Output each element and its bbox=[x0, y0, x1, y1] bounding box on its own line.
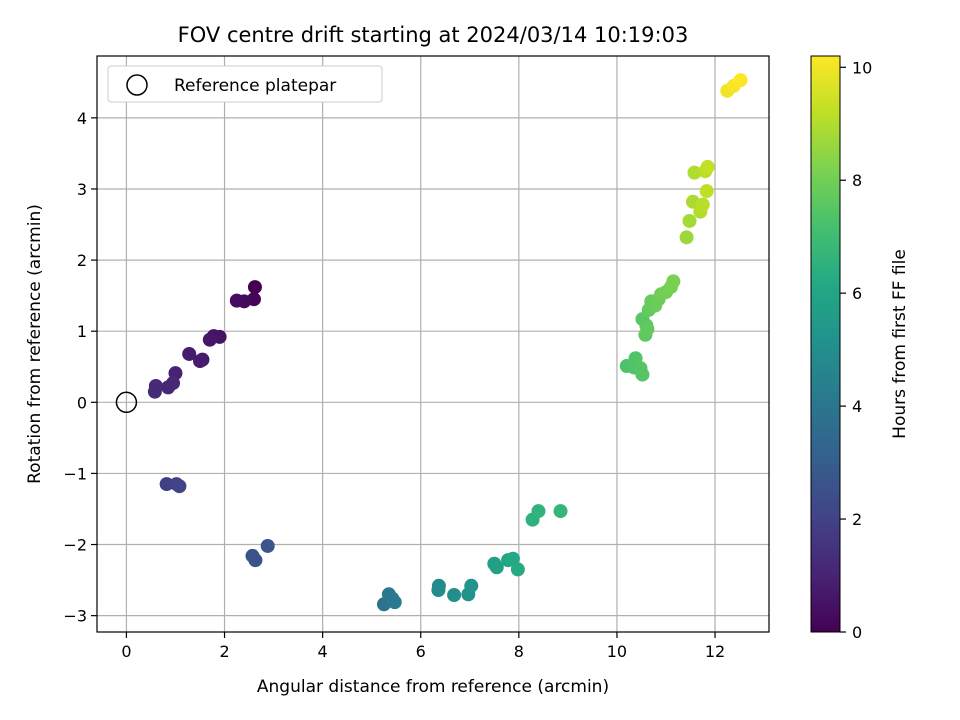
data-point bbox=[687, 165, 702, 180]
y-tick-label: 0 bbox=[77, 393, 87, 412]
x-axis-label: Angular distance from reference (arcmin) bbox=[257, 677, 609, 697]
colorbar-tick-label: 10 bbox=[852, 58, 872, 77]
data-point bbox=[695, 197, 710, 212]
data-point bbox=[431, 583, 446, 598]
y-tick-label: −3 bbox=[63, 607, 87, 626]
colorbar-label: Hours from first FF file bbox=[890, 249, 910, 439]
y-tick-label: 4 bbox=[77, 109, 87, 128]
y-tick-label: −1 bbox=[63, 464, 87, 483]
y-tick-label: 1 bbox=[77, 322, 87, 341]
x-tick-label: 10 bbox=[607, 642, 627, 661]
data-point bbox=[700, 159, 715, 174]
y-tick-label: −2 bbox=[63, 536, 87, 555]
data-point bbox=[172, 479, 187, 494]
colorbar-tick-label: 2 bbox=[852, 510, 862, 529]
data-point bbox=[182, 346, 197, 361]
data-point bbox=[248, 553, 263, 568]
colorbar-tick-label: 4 bbox=[852, 397, 862, 416]
y-axis-ticks: −3 −2 −1 0 1 2 3 4 bbox=[63, 109, 97, 626]
data-point bbox=[679, 230, 694, 245]
colorbar-tick-label: 0 bbox=[852, 623, 862, 642]
colorbar-tick-label: 6 bbox=[852, 284, 862, 303]
data-point bbox=[161, 380, 176, 395]
y-tick-label: 3 bbox=[77, 180, 87, 199]
data-point bbox=[553, 504, 568, 519]
data-point bbox=[510, 562, 525, 577]
x-tick-label: 12 bbox=[705, 642, 725, 661]
y-tick-label: 2 bbox=[77, 251, 87, 270]
data-point bbox=[699, 184, 714, 199]
x-tick-label: 6 bbox=[416, 642, 426, 661]
data-point bbox=[464, 578, 479, 593]
reference-marker bbox=[115, 391, 138, 414]
legend-box bbox=[107, 65, 383, 103]
data-point bbox=[387, 595, 402, 610]
data-point bbox=[202, 332, 217, 347]
data-point bbox=[247, 280, 262, 295]
x-tick-label: 8 bbox=[514, 642, 524, 661]
colorbar-ticks: 0 2 4 6 8 10 bbox=[840, 58, 872, 642]
chart-title: FOV centre drift starting at 2024/03/14 … bbox=[178, 23, 689, 47]
legend-entry-reference: Reference platepar bbox=[174, 76, 336, 96]
data-point bbox=[229, 293, 244, 308]
x-tick-label: 0 bbox=[121, 642, 131, 661]
data-point bbox=[505, 551, 520, 566]
data-point bbox=[666, 274, 681, 289]
data-point bbox=[260, 538, 275, 553]
x-axis-ticks: 0 2 4 6 8 10 12 bbox=[121, 632, 725, 661]
x-tick-label: 4 bbox=[318, 642, 328, 661]
data-point bbox=[447, 588, 462, 603]
grid-lines bbox=[97, 56, 769, 632]
data-point bbox=[733, 73, 748, 88]
reference-point bbox=[115, 391, 138, 414]
plot-frame bbox=[96, 55, 770, 633]
data-point bbox=[147, 384, 162, 399]
legend-marker-icon bbox=[126, 74, 148, 96]
data-point bbox=[640, 322, 655, 337]
legend: Reference platepar bbox=[107, 65, 383, 103]
data-point bbox=[531, 504, 546, 519]
data-points bbox=[147, 73, 748, 612]
colorbar-gradient bbox=[810, 55, 841, 633]
data-point bbox=[159, 477, 174, 492]
y-axis-label: Rotation from reference (arcmin) bbox=[25, 204, 45, 484]
data-point bbox=[682, 213, 697, 228]
colorbar: 0 2 4 6 8 10 Hours from first FF file bbox=[810, 55, 910, 642]
data-point bbox=[489, 560, 504, 575]
x-tick-label: 2 bbox=[219, 642, 229, 661]
data-point bbox=[635, 367, 650, 382]
data-point bbox=[193, 354, 208, 369]
colorbar-tick-label: 8 bbox=[852, 171, 862, 190]
